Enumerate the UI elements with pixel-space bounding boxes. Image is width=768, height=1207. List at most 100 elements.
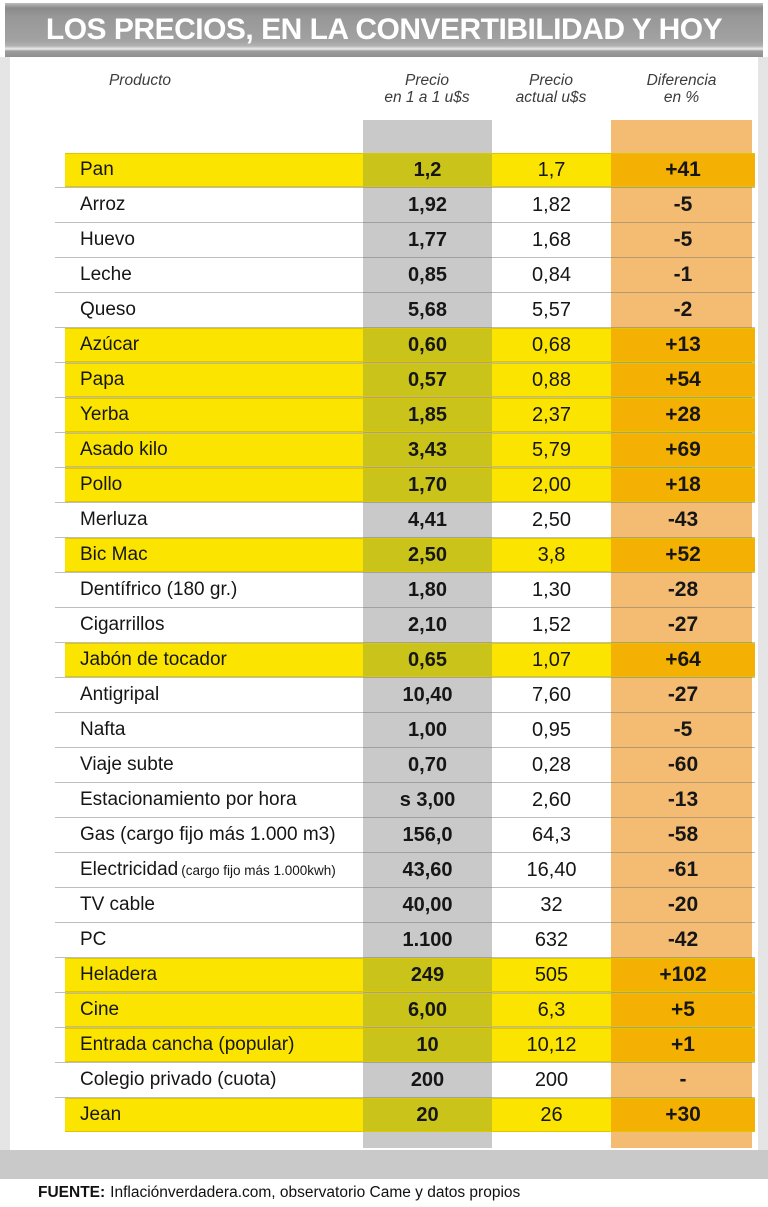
product-cell: Queso — [80, 299, 136, 320]
difference-cell: +18 — [611, 469, 755, 501]
product-cell: Asado kilo — [65, 434, 363, 466]
product-cell: Electricidad (cargo fijo más 1.000kwh) — [80, 859, 336, 880]
price-1to1-cell: 5,68 — [408, 298, 447, 321]
price-1to1-cell: 1,77 — [408, 228, 447, 251]
product-cell: Estacionamiento por hora — [80, 789, 297, 810]
price-1to1-cell: 40,00 — [402, 893, 453, 916]
difference-cell: +102 — [611, 959, 755, 991]
price-current-cell: 26 — [492, 1099, 611, 1131]
difference-cell: +54 — [611, 364, 755, 396]
product-cell: Antigripal — [80, 684, 160, 705]
product-cell: Colegio privado (cuota) — [80, 1069, 277, 1090]
price-current-cell: 1,52 — [532, 613, 571, 636]
difference-cell: -58 — [667, 823, 699, 846]
difference-cell: +28 — [611, 399, 755, 431]
product-cell: Entrada cancha (popular) — [65, 1029, 363, 1061]
difference-cell: -1 — [673, 263, 693, 286]
price-current-cell: 1,07 — [492, 644, 611, 676]
difference-cell: -20 — [667, 893, 699, 916]
product-cell: Azúcar — [65, 329, 363, 361]
difference-cell: +30 — [611, 1099, 755, 1131]
column-header-precio-line1: Precio — [405, 72, 449, 89]
difference-cell: -28 — [667, 578, 699, 601]
table-row: Queso 5,68 5,57 -2 — [55, 292, 755, 326]
table-row: Pollo 1,70 2,00 +18 — [55, 467, 755, 501]
left-margin-strip — [0, 57, 10, 1150]
column-header-diferencia-line2: en % — [663, 89, 700, 106]
table-row: Jabón de tocador 0,65 1,07 +64 — [55, 642, 755, 676]
page-title: LOS PRECIOS, EN LA CONVERTIBILIDAD Y HOY — [45, 13, 723, 46]
difference-cell: -5 — [673, 228, 693, 251]
price-current-cell: 16,40 — [526, 858, 577, 881]
table-row: Cine 6,00 6,3 +5 — [55, 992, 755, 1026]
price-1to1-cell: 1,2 — [363, 154, 492, 186]
price-1to1-cell: 0,60 — [363, 329, 492, 361]
product-cell: Nafta — [80, 719, 126, 740]
difference-cell: -2 — [673, 298, 693, 321]
table-row: Estacionamiento por hora s 3,00 2,60 -13 — [55, 782, 755, 816]
price-1to1-cell: 20 — [363, 1099, 492, 1131]
price-current-cell: 7,60 — [532, 683, 571, 706]
table-row: Bic Mac 2,50 3,8 +52 — [55, 537, 755, 571]
source-text: Inflaciónverdadera.com, observatorio Cam… — [110, 1184, 521, 1201]
table-row: Gas (cargo fijo más 1.000 m3) 156,0 64,3 -5… — [55, 817, 755, 851]
price-1to1-cell: 6,00 — [363, 994, 492, 1026]
table-row: PC 1.100 632 -42 — [55, 922, 755, 956]
difference-cell: -60 — [667, 753, 699, 776]
product-cell: Gas (cargo fijo más 1.000 m3) — [80, 824, 336, 845]
price-current-cell: 2,50 — [532, 508, 571, 531]
column-header-precio-line2: en 1 a 1 u$s — [384, 89, 470, 106]
table-row: Merluza 4,41 2,50 -43 — [55, 502, 755, 536]
source-label: FUENTE: — [38, 1184, 106, 1201]
table-row: Antigripal 10,40 7,60 -27 — [55, 677, 755, 711]
table-row: Pan 1,2 1,7 +41 — [65, 154, 755, 186]
price-current-cell: 1,30 — [532, 578, 571, 601]
product-cell: Leche — [80, 264, 132, 285]
price-1to1-cell: 2,50 — [363, 539, 492, 571]
table-row: Asado kilo 3,43 5,79 +69 — [55, 432, 755, 466]
table-row: Cigarrillos 2,10 1,52 -27 — [55, 607, 755, 641]
price-1to1-cell: 0,85 — [408, 263, 447, 286]
price-current-cell: 1,68 — [532, 228, 571, 251]
product-cell: Pan — [65, 154, 363, 186]
price-current-cell: 64,3 — [532, 823, 571, 846]
price-1to1-cell: 10 — [363, 1029, 492, 1061]
price-1to1-cell: 1,00 — [408, 718, 447, 741]
column-header-diferencia: Diferencia en % — [611, 72, 752, 106]
difference-cell: +69 — [611, 434, 755, 466]
difference-cell: +64 — [611, 644, 755, 676]
column-header-actual-line1: Precio — [529, 72, 573, 89]
column-header-producto-label: Producto — [108, 72, 172, 89]
price-1to1-cell: 1,85 — [363, 399, 492, 431]
product-cell: Viaje subte — [80, 754, 174, 775]
price-1to1-cell: 0,65 — [363, 644, 492, 676]
column-header-diferencia-line1: Diferencia — [646, 72, 717, 89]
table-body: Pan 1,2 1,7 +41 Arroz 1,92 1,82 -5 Huevo 1,77 1,68… — [0, 120, 768, 1148]
difference-cell: - — [679, 1068, 687, 1091]
price-1to1-cell: 156,0 — [402, 823, 453, 846]
product-cell: Bic Mac — [65, 539, 363, 571]
price-current-cell: 0,84 — [532, 263, 571, 286]
price-1to1-cell: 1,70 — [363, 469, 492, 501]
product-cell: Cine — [65, 994, 363, 1026]
price-1to1-cell: 43,60 — [402, 858, 453, 881]
price-current-cell: 10,12 — [492, 1029, 611, 1061]
price-current-cell: 0,95 — [532, 718, 571, 741]
table-row: Electricidad (cargo fijo más 1.000kwh) 43,… — [55, 852, 755, 886]
product-cell: Jabón de tocador — [65, 644, 363, 676]
difference-cell: +5 — [611, 994, 755, 1026]
table-row: Entrada cancha (popular) 10 10,12 +1 — [55, 1027, 755, 1061]
price-1to1-cell: 1,80 — [408, 578, 447, 601]
column-header-precio-actual: Precio actual u$s — [490, 72, 612, 106]
difference-cell: +13 — [611, 329, 755, 361]
price-1to1-cell: 1.100 — [402, 928, 453, 951]
difference-cell: -43 — [667, 508, 699, 531]
price-current-cell: 0,88 — [492, 364, 611, 396]
price-current-cell: 32 — [540, 893, 563, 916]
price-current-cell: 505 — [492, 959, 611, 991]
title-bar: LOS PRECIOS, EN LA CONVERTIBILIDAD Y HOY — [5, 3, 763, 57]
price-current-cell: 1,82 — [532, 193, 571, 216]
price-1to1-cell: s 3,00 — [399, 788, 456, 811]
price-current-cell: 0,68 — [492, 329, 611, 361]
